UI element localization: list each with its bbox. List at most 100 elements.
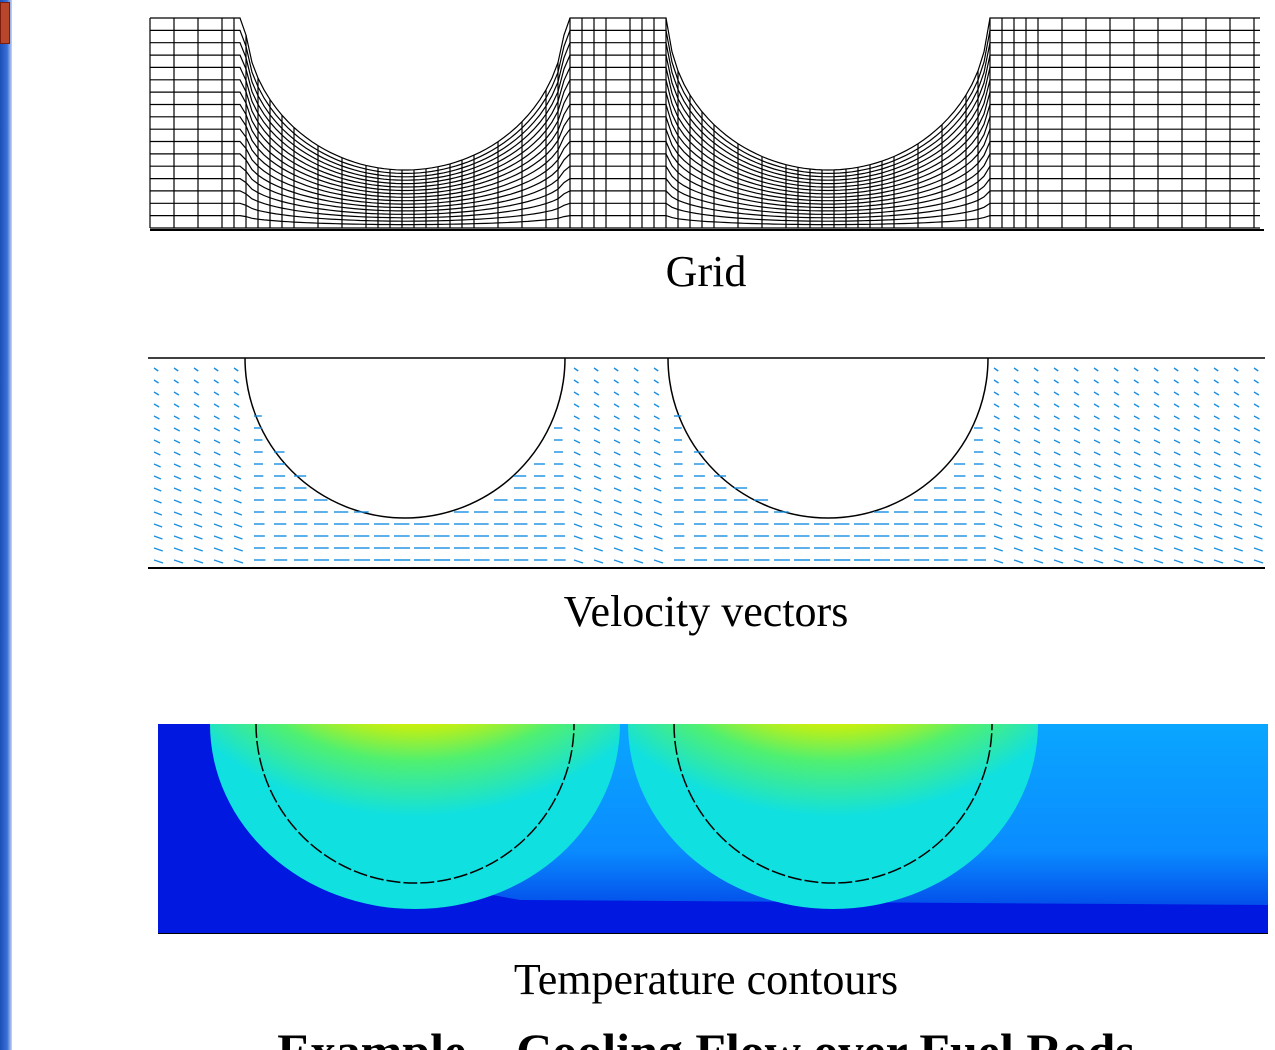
velocity-vector — [1073, 499, 1082, 504]
velocity-vector — [233, 523, 243, 528]
velocity-vector — [1213, 547, 1223, 552]
velocity-vector — [1053, 463, 1061, 468]
velocity-vector — [1013, 451, 1021, 456]
velocity-vector — [613, 403, 620, 408]
velocity-vector — [1073, 547, 1083, 552]
velocity-vector — [1073, 439, 1081, 444]
velocity-vector — [193, 463, 201, 468]
velocity-vector — [633, 523, 643, 528]
velocity-vector — [1053, 439, 1061, 444]
velocity-vector — [1033, 511, 1043, 516]
velocity-vector — [1193, 367, 1199, 372]
velocity-vector — [193, 511, 203, 516]
window-button[interactable] — [0, 2, 10, 44]
velocity-vector — [653, 379, 659, 384]
velocity-vector — [1153, 511, 1163, 516]
velocity-vector — [153, 451, 161, 456]
velocity-vector — [1053, 559, 1064, 564]
velocity-vector — [1073, 511, 1083, 516]
velocity-vector — [613, 391, 620, 396]
velocity-vector — [1213, 415, 1220, 420]
velocity-vector — [193, 415, 200, 420]
velocity-vector — [653, 499, 662, 504]
velocity-vector — [1233, 439, 1241, 444]
grid-line — [150, 17, 1260, 171]
velocity-vector — [1093, 415, 1100, 420]
velocity-vector — [1133, 511, 1143, 516]
velocity-vector — [573, 475, 582, 480]
velocity-vector — [1153, 367, 1159, 372]
grid-line — [150, 140, 1260, 205]
velocity-vector — [1233, 475, 1242, 480]
velocity-vector — [153, 559, 164, 564]
velocity-vector — [593, 535, 603, 540]
velocity-vector — [1073, 379, 1079, 384]
velocity-vector — [193, 367, 199, 372]
velocity-vector — [233, 451, 241, 456]
rod-outline — [255, 724, 993, 884]
velocity-vector — [193, 451, 201, 456]
velocity-vector — [993, 403, 1000, 408]
velocity-vector — [1013, 547, 1023, 552]
velocity-vector — [153, 379, 159, 384]
velocity-vector — [173, 463, 181, 468]
velocity-vector — [1213, 475, 1222, 480]
velocity-vector — [613, 547, 623, 552]
velocity-vector — [1133, 463, 1141, 468]
grid-line — [150, 103, 1260, 195]
grid-line — [150, 190, 1260, 219]
velocity-vector — [1053, 451, 1061, 456]
velocity-vector — [1053, 379, 1059, 384]
velocity-vector — [193, 547, 203, 552]
velocity-vector — [1053, 367, 1059, 372]
velocity-vector — [573, 391, 580, 396]
velocity-vector — [213, 391, 220, 396]
velocity-vector — [1153, 427, 1161, 432]
rod-outline — [667, 357, 989, 519]
grid-line — [150, 215, 1260, 226]
velocity-vector — [213, 427, 221, 432]
velocity-vector — [1153, 415, 1160, 420]
velocity-vector — [573, 427, 581, 432]
velocity-vector — [653, 415, 660, 420]
velocity-vector — [1213, 523, 1223, 528]
velocity-vector — [1093, 475, 1102, 480]
velocity-vector — [653, 463, 661, 468]
velocity-vector — [1253, 379, 1259, 384]
velocity-vector — [573, 439, 581, 444]
velocity-vector — [233, 559, 244, 564]
velocity-vector — [173, 487, 182, 492]
velocity-vector — [1093, 523, 1103, 528]
velocity-vector — [1213, 427, 1221, 432]
velocity-vector — [1233, 415, 1240, 420]
velocity-vector — [193, 475, 202, 480]
velocity-vector — [1113, 475, 1122, 480]
velocity-vector — [233, 499, 242, 504]
velocity-vector — [1093, 511, 1103, 516]
velocity-vector — [1173, 511, 1183, 516]
velocity-vector — [1053, 415, 1060, 420]
velocity-vector — [573, 499, 582, 504]
velocity-vector — [1093, 439, 1101, 444]
velocity-vector — [993, 475, 1002, 480]
velocity-vector — [1213, 403, 1220, 408]
velocity-vector — [653, 559, 664, 564]
velocity-vector — [213, 511, 223, 516]
velocity-vector — [1233, 559, 1244, 564]
velocity-vector — [1253, 487, 1262, 492]
velocity-vector — [1133, 499, 1142, 504]
velocity-vector — [633, 391, 640, 396]
velocity-vector — [1173, 379, 1179, 384]
velocity-vector — [1133, 379, 1139, 384]
velocity-vector — [1213, 559, 1224, 564]
velocity-vector — [653, 439, 661, 444]
velocity-vector — [173, 451, 181, 456]
velocity-vector — [573, 463, 581, 468]
velocity-vector — [193, 427, 201, 432]
velocity-vector — [153, 391, 160, 396]
velocity-vector — [633, 403, 640, 408]
velocity-vector — [1093, 499, 1102, 504]
velocity-vector — [233, 547, 243, 552]
velocity-vector — [1233, 427, 1241, 432]
velocity-vector — [1113, 547, 1123, 552]
